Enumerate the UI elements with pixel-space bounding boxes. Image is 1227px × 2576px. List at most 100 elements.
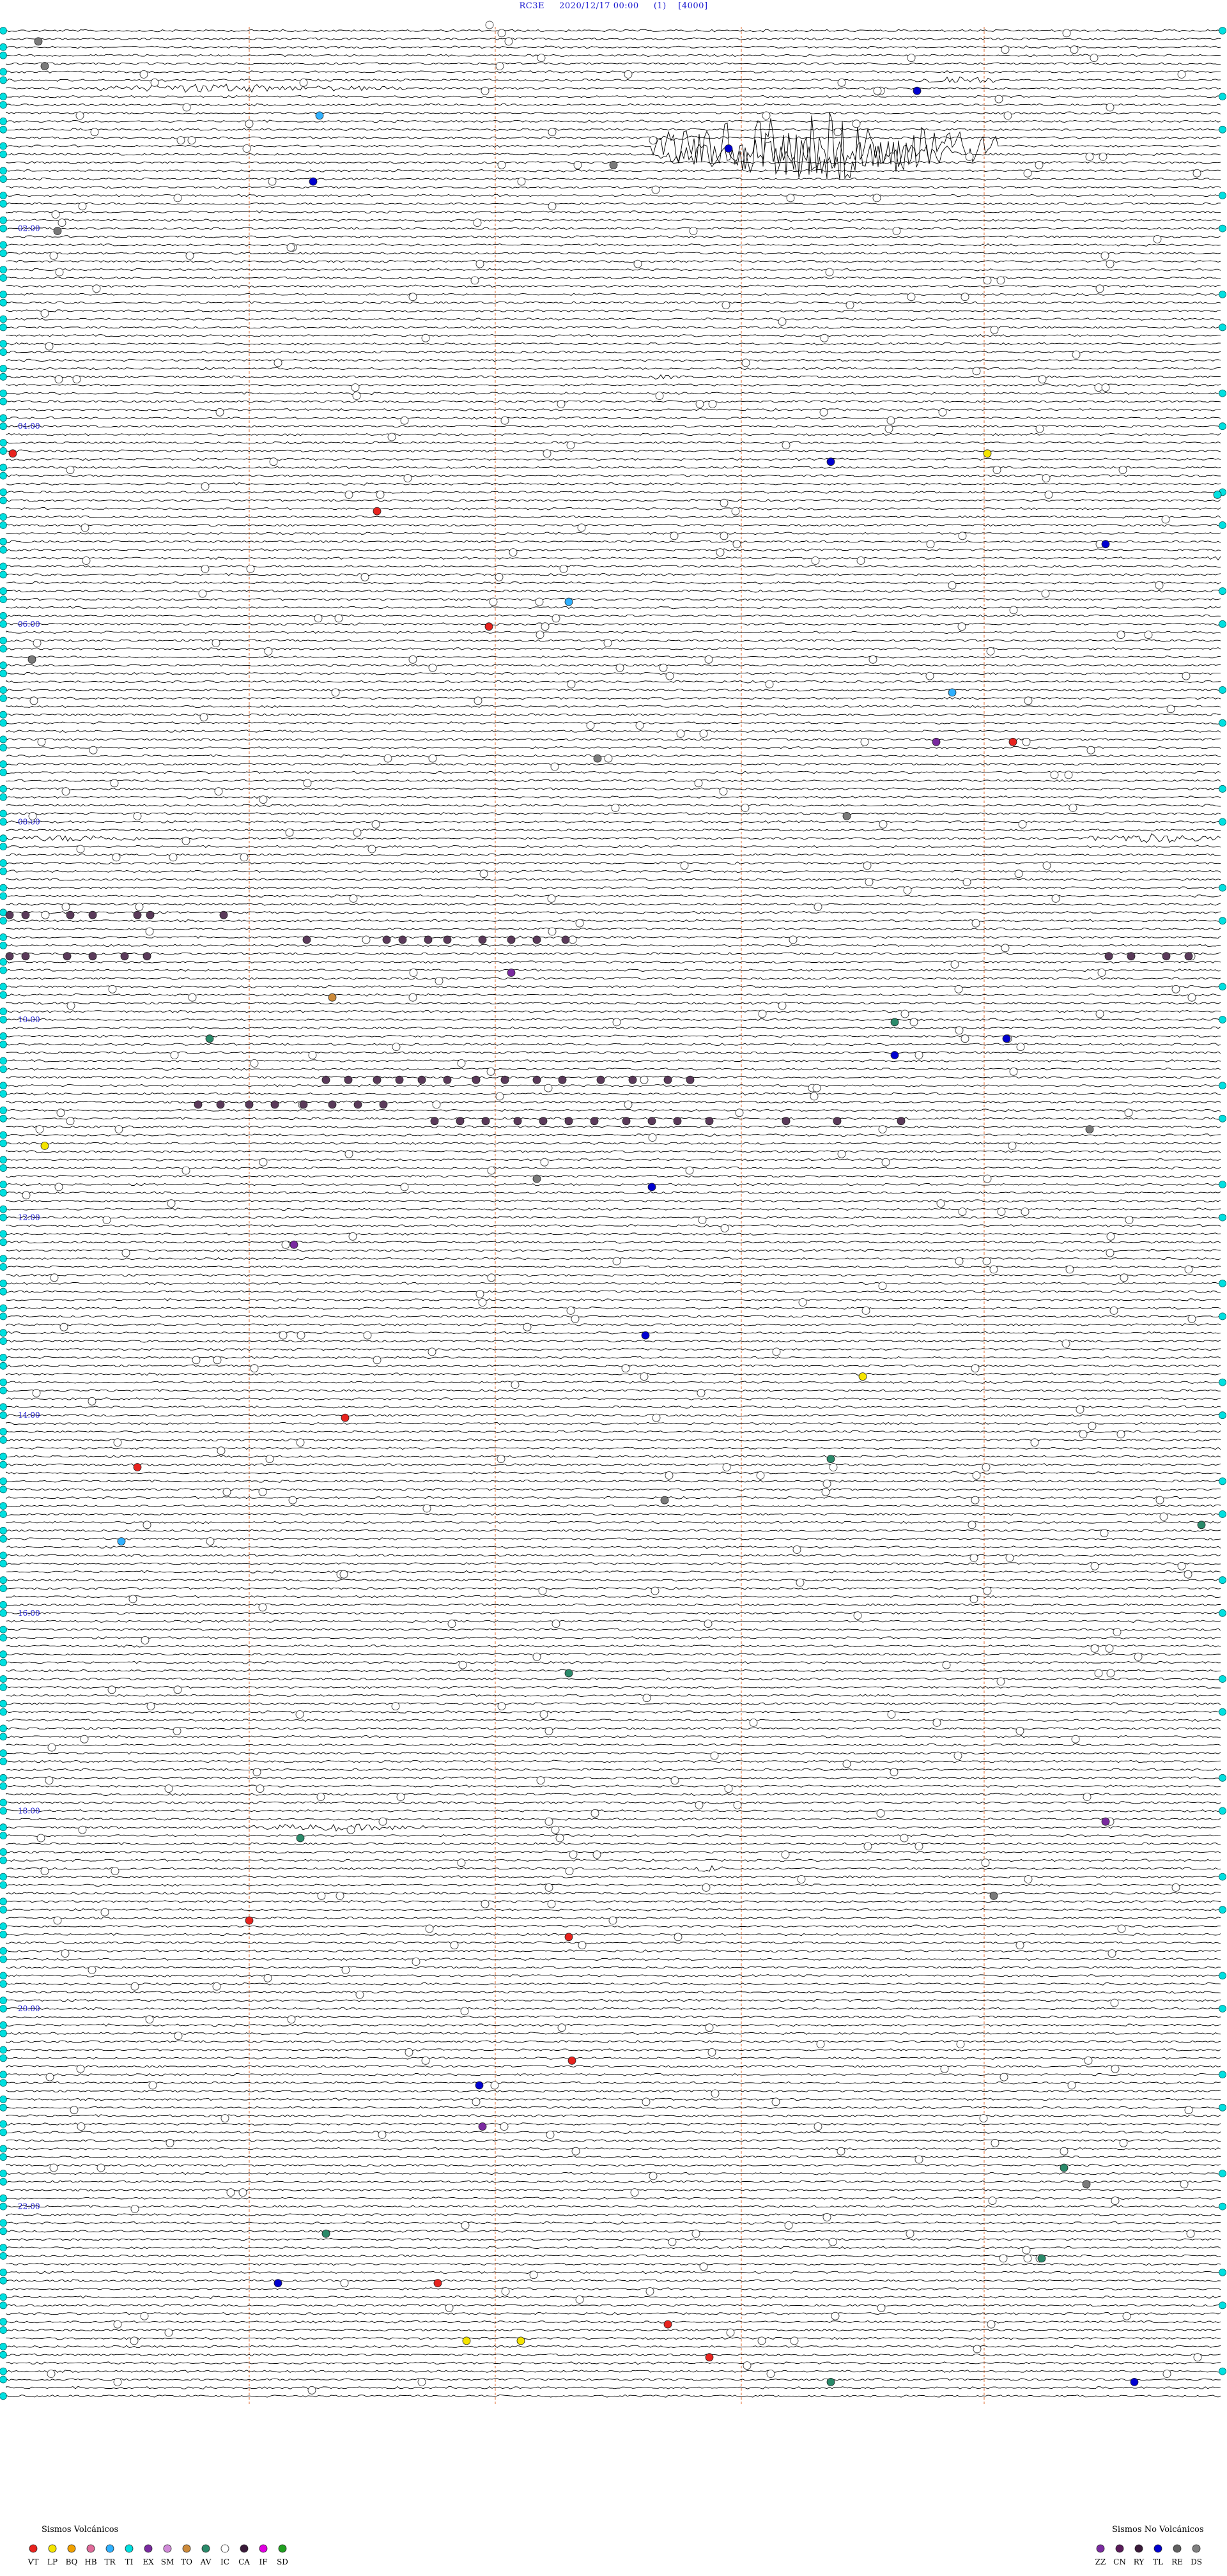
seismic-trace bbox=[6, 1430, 1221, 1434]
seismic-trace bbox=[6, 754, 1221, 758]
legend-code-sd: SD bbox=[277, 2557, 288, 2566]
event-marker bbox=[76, 2064, 85, 2073]
seismic-trace bbox=[6, 408, 1221, 411]
row-start-marker bbox=[0, 2128, 7, 2136]
row-start-marker bbox=[0, 1411, 7, 1420]
event-marker bbox=[150, 78, 159, 87]
row-start-marker bbox=[0, 991, 7, 999]
row-start-marker bbox=[0, 2326, 7, 2334]
seismic-trace bbox=[6, 2089, 1221, 2093]
cluster-marker bbox=[478, 935, 487, 944]
event-marker bbox=[612, 1257, 621, 1266]
event-marker-colored bbox=[826, 2377, 835, 2386]
event-marker bbox=[475, 1290, 484, 1298]
event-marker bbox=[914, 1051, 923, 1059]
legend-marker-sm bbox=[163, 2544, 172, 2553]
event-marker-colored bbox=[1008, 737, 1017, 746]
seismic-trace bbox=[6, 1158, 1221, 1162]
event-marker bbox=[969, 1553, 978, 1562]
cluster-marker bbox=[561, 935, 570, 944]
event-marker bbox=[1003, 111, 1012, 120]
row-start-marker bbox=[0, 76, 7, 84]
cluster-marker bbox=[270, 1100, 279, 1109]
event-marker bbox=[348, 1232, 357, 1241]
seismic-trace bbox=[6, 1150, 1221, 1153]
event-marker bbox=[1001, 944, 1010, 953]
event-marker-colored bbox=[478, 2122, 487, 2131]
row-start-marker bbox=[0, 389, 7, 397]
event-marker bbox=[719, 787, 728, 796]
seismic-trace bbox=[6, 2023, 1221, 2027]
seismic-trace bbox=[6, 1875, 1221, 1879]
event-marker bbox=[1192, 169, 1201, 178]
event-marker bbox=[170, 1051, 179, 1059]
event-marker bbox=[881, 1158, 890, 1167]
seismic-trace bbox=[6, 2336, 1221, 2340]
event-marker bbox=[999, 2073, 1008, 2082]
event-marker bbox=[460, 2007, 469, 2016]
event-marker bbox=[173, 1726, 181, 1735]
event-marker bbox=[907, 54, 916, 62]
event-marker bbox=[642, 2097, 651, 2106]
event-marker bbox=[860, 737, 869, 746]
event-marker bbox=[256, 1784, 265, 1793]
row-start-marker bbox=[0, 521, 7, 529]
event-marker bbox=[114, 1125, 123, 1133]
event-marker bbox=[956, 2040, 965, 2048]
event-marker bbox=[78, 1825, 87, 1834]
seismic-trace bbox=[6, 1793, 1221, 1797]
event-marker bbox=[612, 1018, 621, 1027]
seismic-trace bbox=[6, 62, 1221, 65]
event-marker bbox=[1094, 383, 1103, 392]
seismic-trace bbox=[6, 367, 1221, 371]
seismic-trace bbox=[6, 135, 1221, 141]
seismic-trace bbox=[6, 449, 1221, 453]
seismic-trace bbox=[6, 1298, 1221, 1302]
event-marker bbox=[1030, 1438, 1039, 1447]
event-marker bbox=[148, 2081, 157, 2090]
cluster-marker bbox=[328, 1100, 337, 1109]
event-marker bbox=[640, 1075, 649, 1084]
seismic-trace bbox=[6, 1949, 1221, 1953]
row-end-marker bbox=[1219, 1181, 1226, 1188]
row-end-marker bbox=[1219, 1906, 1226, 1914]
event-marker bbox=[422, 1504, 431, 1513]
event-marker-colored bbox=[133, 1463, 142, 1471]
event-marker bbox=[1100, 1529, 1109, 1538]
event-marker bbox=[1014, 870, 1023, 878]
seismic-trace bbox=[6, 572, 1221, 576]
event-marker bbox=[566, 441, 575, 450]
event-marker bbox=[950, 960, 959, 969]
event-marker bbox=[45, 2073, 54, 2082]
cluster-marker bbox=[686, 1075, 695, 1084]
row-end-marker bbox=[1219, 1016, 1226, 1023]
seismic-trace bbox=[6, 2188, 1221, 2192]
seismic-trace bbox=[6, 787, 1221, 791]
row-start-marker bbox=[0, 1782, 7, 1790]
event-marker bbox=[82, 556, 91, 565]
event-marker bbox=[990, 325, 999, 334]
event-marker bbox=[1095, 284, 1104, 293]
event-marker-colored bbox=[117, 1537, 126, 1546]
row-start-marker bbox=[0, 1659, 7, 1667]
event-marker bbox=[457, 1859, 466, 1867]
legend-marker-ex bbox=[144, 2544, 153, 2553]
event-marker bbox=[1035, 424, 1044, 433]
event-marker bbox=[796, 1578, 805, 1587]
event-marker bbox=[694, 779, 703, 788]
event-marker bbox=[1016, 1043, 1025, 1051]
cluster-marker bbox=[299, 1100, 308, 1109]
cluster-marker bbox=[500, 1075, 509, 1084]
row-end-marker bbox=[1219, 1609, 1226, 1617]
event-marker bbox=[164, 1784, 173, 1793]
event-marker bbox=[1035, 160, 1044, 169]
row-start-marker bbox=[0, 51, 7, 59]
seismic-trace bbox=[6, 515, 1221, 519]
event-marker bbox=[182, 103, 191, 112]
seismic-trace bbox=[6, 1257, 1221, 1261]
seismic-trace bbox=[6, 1142, 1221, 1145]
event-marker bbox=[61, 787, 70, 796]
event-marker bbox=[1155, 581, 1164, 590]
seismic-trace bbox=[6, 2370, 1221, 2373]
row-start-marker bbox=[0, 2350, 7, 2359]
